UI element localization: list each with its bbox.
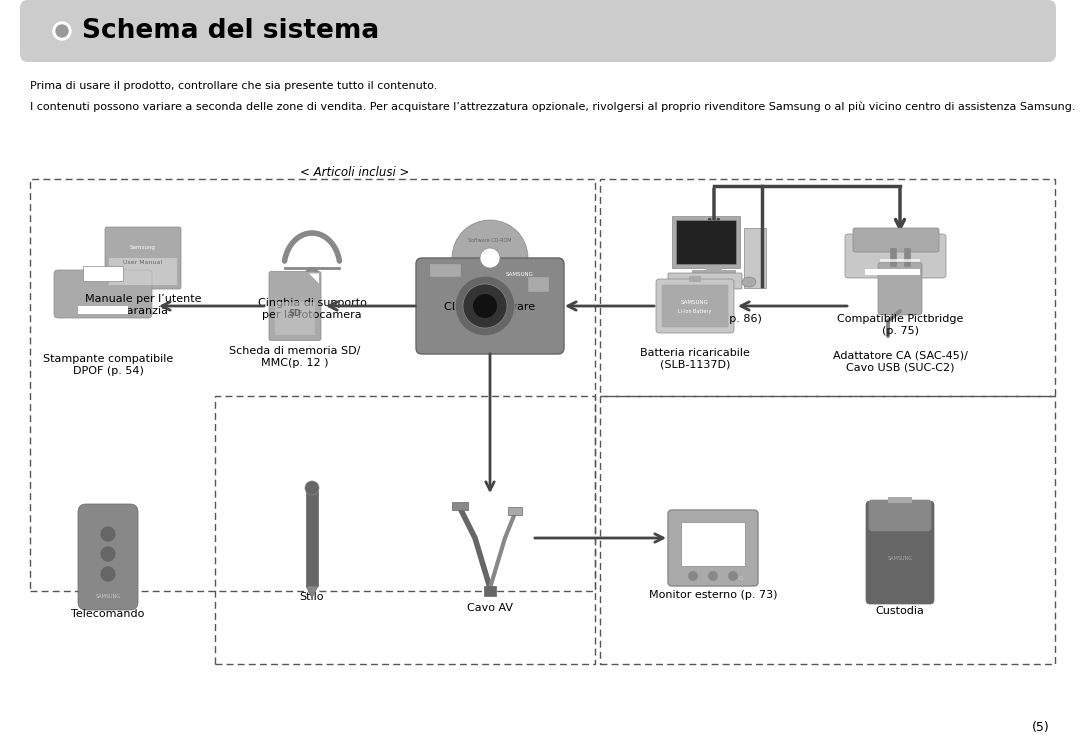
Ellipse shape [742, 277, 756, 287]
Bar [890, 248, 896, 266]
Text: SAMSUNG: SAMSUNG [888, 556, 913, 560]
Text: SD: SD [288, 310, 301, 319]
Bar [528, 277, 548, 291]
Circle shape [100, 566, 116, 582]
Circle shape [473, 294, 497, 318]
Bar [672, 216, 740, 268]
Text: User Manual: User Manual [123, 260, 163, 266]
FancyBboxPatch shape [105, 227, 181, 289]
Bar [30, 179, 595, 591]
Circle shape [688, 571, 698, 581]
FancyBboxPatch shape [669, 510, 758, 586]
Bar [275, 302, 315, 334]
Bar [880, 259, 920, 262]
Bar [904, 248, 910, 266]
Text: Custodia: Custodia [876, 606, 924, 616]
Text: Stilo: Stilo [300, 592, 324, 602]
Bar [453, 502, 468, 510]
Bar [600, 179, 1055, 396]
Text: Li-Ion Battery: Li-Ion Battery [678, 310, 712, 315]
FancyBboxPatch shape [54, 270, 152, 318]
Bar [484, 586, 496, 596]
Bar [676, 220, 735, 264]
Circle shape [56, 25, 68, 37]
Text: SAMSUNG: SAMSUNG [507, 272, 534, 277]
Circle shape [480, 248, 500, 268]
Bar [888, 497, 912, 503]
Text: Manuale per l’utente
Garanzia: Manuale per l’utente Garanzia [84, 294, 201, 316]
Text: Telecomando: Telecomando [71, 609, 145, 619]
Text: Cavo AV: Cavo AV [467, 603, 513, 613]
FancyBboxPatch shape [853, 228, 939, 252]
Text: Batteria ricaricabile
(SLB-1137D): Batteria ricaricabile (SLB-1137D) [640, 348, 750, 369]
FancyBboxPatch shape [109, 258, 177, 285]
Circle shape [463, 284, 507, 328]
Text: Software CD-ROM: Software CD-ROM [469, 237, 512, 242]
Text: Samsung: Samsung [130, 245, 156, 251]
FancyBboxPatch shape [878, 262, 922, 315]
Bar [78, 306, 129, 314]
Bar [215, 396, 595, 664]
Bar [689, 276, 701, 282]
Circle shape [100, 526, 116, 542]
Polygon shape [309, 274, 319, 283]
Bar [600, 396, 1055, 664]
Text: Prima di usare il prodotto, controllare che sia presente tutto il contenuto.: Prima di usare il prodotto, controllare … [30, 81, 437, 91]
Circle shape [455, 276, 515, 336]
FancyBboxPatch shape [416, 258, 564, 354]
Bar [681, 522, 745, 566]
FancyBboxPatch shape [866, 501, 934, 604]
Text: SAMSUNG: SAMSUNG [681, 299, 708, 304]
Text: Monitor esterno (p. 73): Monitor esterno (p. 73) [649, 590, 778, 600]
Text: Scheda di memoria SD/
MMC(p. 12 ): Scheda di memoria SD/ MMC(p. 12 ) [229, 346, 361, 368]
Text: Compatibile Pictbridge
(p. 75): Compatibile Pictbridge (p. 75) [837, 314, 963, 336]
FancyBboxPatch shape [78, 504, 138, 610]
Text: Schema del sistema: Schema del sistema [82, 18, 379, 44]
Circle shape [53, 22, 71, 40]
Text: Stampante compatibile
DPOF (p. 54): Stampante compatibile DPOF (p. 54) [43, 354, 173, 375]
FancyBboxPatch shape [662, 285, 728, 327]
Circle shape [728, 571, 738, 581]
Bar [706, 262, 723, 272]
Text: CD con software: CD con software [445, 302, 536, 312]
Bar [744, 228, 766, 288]
Text: (5): (5) [1032, 721, 1050, 734]
Circle shape [708, 571, 718, 581]
Bar [306, 491, 318, 586]
FancyBboxPatch shape [869, 500, 931, 531]
Bar [508, 507, 522, 515]
Text: SAMSUNG: SAMSUNG [95, 594, 121, 598]
Circle shape [100, 546, 116, 562]
Text: Adattatore CA (SAC-45)/
Cavo USB (SUC-C2): Adattatore CA (SAC-45)/ Cavo USB (SUC-C2… [833, 351, 968, 372]
FancyBboxPatch shape [21, 0, 1056, 62]
Text: I contenuti possono variare a seconda delle zone di vendita. Per acquistare l’at: I contenuti possono variare a seconda de… [30, 101, 1076, 111]
Bar [865, 269, 920, 275]
Text: < Articoli inclusi >: < Articoli inclusi > [300, 166, 409, 178]
FancyBboxPatch shape [669, 273, 742, 289]
Text: o: o [739, 575, 743, 581]
FancyBboxPatch shape [845, 234, 946, 278]
Circle shape [453, 220, 528, 296]
Polygon shape [306, 586, 318, 598]
Bar [83, 266, 123, 281]
Bar [430, 264, 460, 276]
Text: Computer (p. 86): Computer (p. 86) [666, 314, 761, 324]
Text: Cinghia di supporto
per la fotocamera: Cinghia di supporto per la fotocamera [257, 298, 366, 319]
Circle shape [305, 481, 319, 495]
Bar [692, 270, 735, 274]
FancyBboxPatch shape [656, 279, 734, 333]
FancyBboxPatch shape [269, 272, 321, 340]
